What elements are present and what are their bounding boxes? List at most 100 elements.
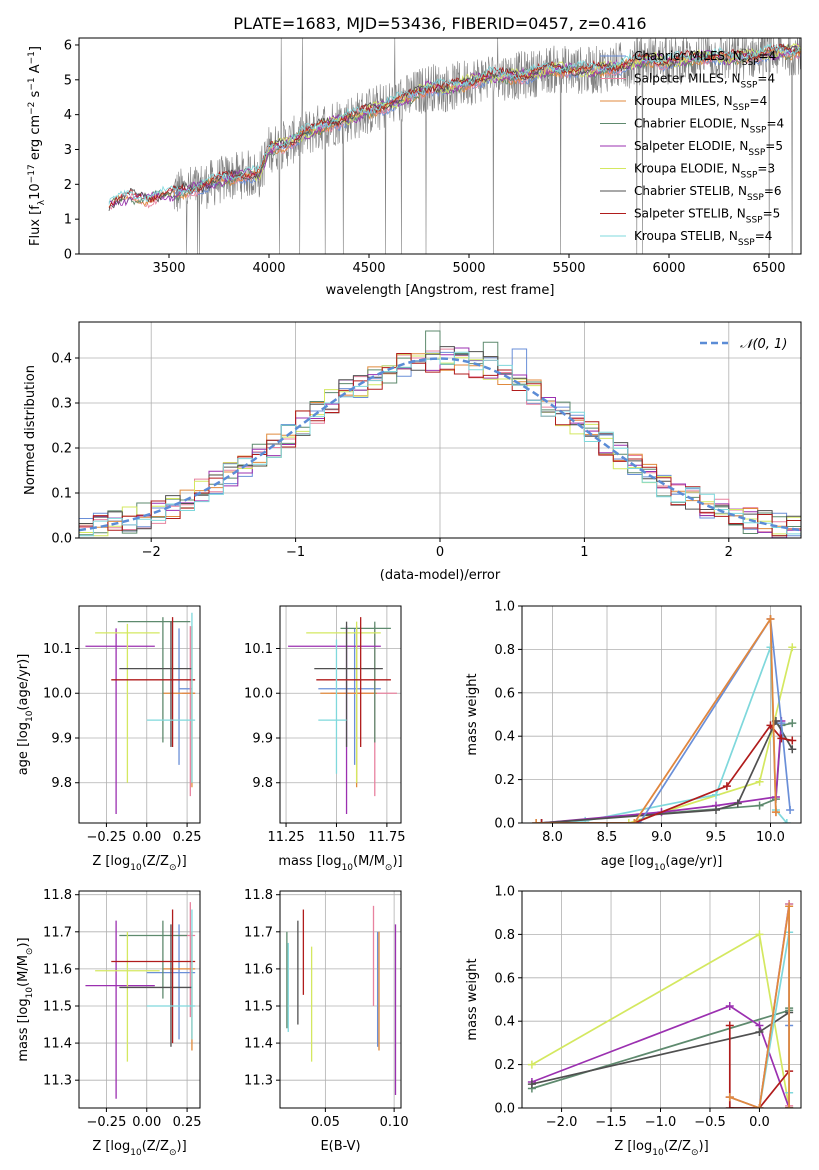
y-tick-label: 9.8 [51,776,72,791]
series-marker [630,819,639,823]
axes-age_vs_Z: −0.25 0.00 0.259.89.910.010.1Z [log10(Z/Z⊙… [16,605,202,873]
series-marker [527,1080,536,1089]
x-tick-label: 0.00 [132,1115,161,1130]
label-part: ⊙ [25,948,35,956]
x-tick-label: −0.5 [694,1115,726,1130]
series-marker [532,819,541,823]
label-part: Kroupa STELIB, N [634,229,738,243]
label-part: 10 [25,987,35,999]
errorbar-kroupa-stelib [146,909,196,1040]
errorbar-kroupa-stelib [318,639,347,774]
y-tick-label: 11.5 [43,999,72,1014]
axes-frame [78,605,201,824]
label-part: =5 [763,207,781,221]
label-part: −17 [27,164,37,183]
x-axis-label: Z [log10(Z/Z⊙)] [92,1139,186,1158]
y-tick-label: 11.3 [43,1074,72,1089]
series-marker [755,777,764,786]
errorbar-kroupa-elodie [306,621,381,783]
x-axis-label: wavelength [Angstrom, rest frame] [326,283,555,298]
y-tick-label: 11.8 [43,888,72,903]
series-marker [733,799,742,808]
axes-weight_vs_age: 8.0 8.5 9.0 9.5 10.0 0.0 0.2 0.4 0.6 0.8 1.0 age [l… [465,600,802,873]
y-tick-label: 0.4 [494,1015,515,1030]
y-axis-label: Flux [fλ10−17 erg cm−2 s−1 A−1] [27,46,47,246]
x-axis-label: Z [log10(Z/Z⊙)] [614,1139,708,1158]
series-marker [711,790,720,799]
series-line [728,1025,790,1108]
label-part: 10 [130,1148,142,1158]
legend-entry: Chabrier STELIB, NSSP=6 [634,184,782,203]
label-part: =6 [764,184,782,198]
plot-area-weight_vs_Z [527,900,794,1108]
grid [280,891,401,1108]
label-part: =4 [757,72,775,86]
series-line [531,1005,790,1108]
label-part: Kroupa MILES, N [634,94,733,108]
grid [79,891,200,1108]
y-tick-label: 0.6 [494,971,515,986]
y-tick-label: 0.0 [494,1102,515,1117]
y-tick-label: 1.0 [494,885,515,900]
label-part: ⊙ [385,863,393,873]
x-tick-label: 8.0 [542,830,563,845]
axes-frame [279,890,402,1109]
x-tick-label: 6500 [752,261,785,276]
label-part: Z [log [92,1139,130,1154]
series-marker [785,1104,794,1108]
series-marker [711,805,720,814]
series-marker [788,719,797,728]
x-tick-label: −1.5 [595,1115,627,1130]
plot-area-age_vs_mass [288,617,397,815]
errorbar-salpeter-stelib [316,617,391,747]
y-tick-label: 11.7 [244,925,273,940]
y-tick-label: 11.3 [244,1074,273,1089]
label-part: (Z/Z [664,1139,691,1154]
series-marker [786,805,795,814]
y-tick-label: 1 [64,213,72,228]
series-marker [785,902,794,911]
label-part: 10 [25,710,35,722]
axes-frame [521,890,802,1109]
label-part: SSP [747,193,764,203]
label-part: 10 [342,863,354,873]
x-axis-label: Z [log10(Z/Z⊙)] [92,854,186,873]
label-part: SSP [750,126,767,136]
label-part: SSP [733,103,750,113]
series-marker [755,1028,764,1037]
x-tick-label: 11.25 [267,830,304,845]
model-spectrum-kroupa-stelib [108,42,801,205]
series-marker [755,930,764,939]
y-tick-label: 5 [64,73,72,88]
y-tick-label: 0.4 [494,730,515,745]
label-part: =4 [766,117,784,131]
label-part: 10 [652,1148,664,1158]
series-marker [755,1104,764,1108]
frame: −0.25 0.00 0.25 11.3 11.4 11.5 11.6 11.7 11.8 Z [… [16,888,202,1158]
y-tick-label: 2 [64,178,72,193]
y-tick-label: 9.8 [252,776,273,791]
label-part: ] [28,46,43,51]
errorbar-kroupa-elodie [95,623,160,783]
label-part: ⊙ [169,863,177,873]
label-part: (age/yr)] [16,654,31,711]
errorbar-chabrier-miles [318,628,381,765]
series-marker [725,1093,734,1102]
label-part: ⊙ [691,1148,699,1158]
y-tick-label: 0.6 [494,686,515,701]
label-part: Chabrier STELIB, N [634,184,747,198]
errorbar-chabrier-stelib [119,621,192,747]
errorbar-chabrier-elodie [340,621,391,743]
y-axis-label: mass weight [465,673,480,755]
y-tick-label: 11.5 [244,999,273,1014]
plot-layer: 3500 4000 4500 5000 5500 6000 6500 0 1 2 3 4 5 6 wavel… [16,37,802,1158]
label-part: SSP [748,148,765,158]
y-tick-label: 0.2 [494,1058,515,1073]
y-tick-label: 6 [64,38,72,53]
x-axis-label: (data-model)/error [380,568,501,583]
x-tick-label: 4000 [252,261,285,276]
x-tick-label: 11.50 [318,830,355,845]
y-tick-label: 11.8 [244,888,273,903]
x-tick-label: 8.5 [597,830,618,845]
